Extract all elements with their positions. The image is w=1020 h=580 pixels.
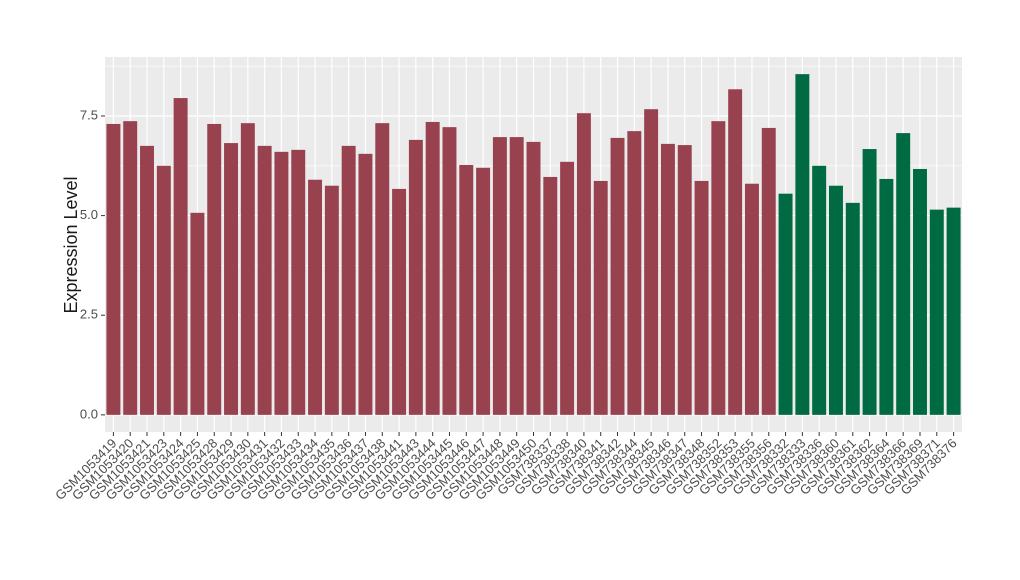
bar — [291, 149, 306, 415]
bar — [627, 131, 642, 415]
bar — [459, 164, 474, 415]
bar — [946, 207, 961, 415]
bar — [913, 168, 927, 415]
bar — [308, 179, 323, 415]
bar — [324, 185, 339, 415]
y-tick-label: 2.5 — [80, 307, 98, 322]
bar — [728, 89, 743, 415]
bar — [644, 109, 659, 415]
bar — [744, 183, 759, 415]
y-tick-label: 5.0 — [80, 207, 98, 222]
bar — [761, 127, 776, 415]
bar — [442, 127, 457, 415]
bar — [274, 151, 289, 415]
bar — [862, 149, 877, 415]
bar — [425, 121, 440, 415]
bar — [476, 167, 491, 415]
bar — [560, 161, 575, 415]
bar — [257, 145, 272, 415]
bar — [375, 123, 390, 415]
bar — [156, 165, 171, 415]
bar — [392, 188, 407, 415]
bar — [879, 178, 894, 415]
bar — [240, 123, 255, 415]
bar — [576, 113, 591, 415]
bar — [845, 202, 860, 415]
bar — [795, 74, 810, 415]
bar — [106, 123, 121, 415]
bar — [492, 137, 507, 415]
bar — [543, 176, 558, 415]
bar — [677, 145, 692, 415]
bar — [610, 137, 625, 415]
bar — [509, 137, 524, 415]
bar — [207, 123, 222, 415]
bar — [190, 212, 205, 415]
bar — [140, 145, 154, 415]
bar — [828, 185, 843, 415]
bar — [694, 180, 709, 415]
bar — [224, 143, 239, 415]
bar — [341, 145, 356, 415]
bar — [660, 143, 675, 415]
bar — [408, 139, 423, 415]
bar — [778, 193, 793, 415]
bar — [711, 121, 726, 415]
bar — [173, 98, 188, 415]
bar — [593, 180, 608, 415]
bar — [358, 153, 373, 415]
bar — [896, 133, 911, 415]
y-tick-label: 0.0 — [80, 406, 98, 421]
y-axis-label: Expression Level — [61, 176, 81, 313]
y-tick-label: 7.5 — [80, 107, 98, 122]
bar — [812, 165, 827, 415]
bar — [929, 209, 944, 415]
bar — [526, 141, 541, 415]
bar — [123, 121, 138, 415]
